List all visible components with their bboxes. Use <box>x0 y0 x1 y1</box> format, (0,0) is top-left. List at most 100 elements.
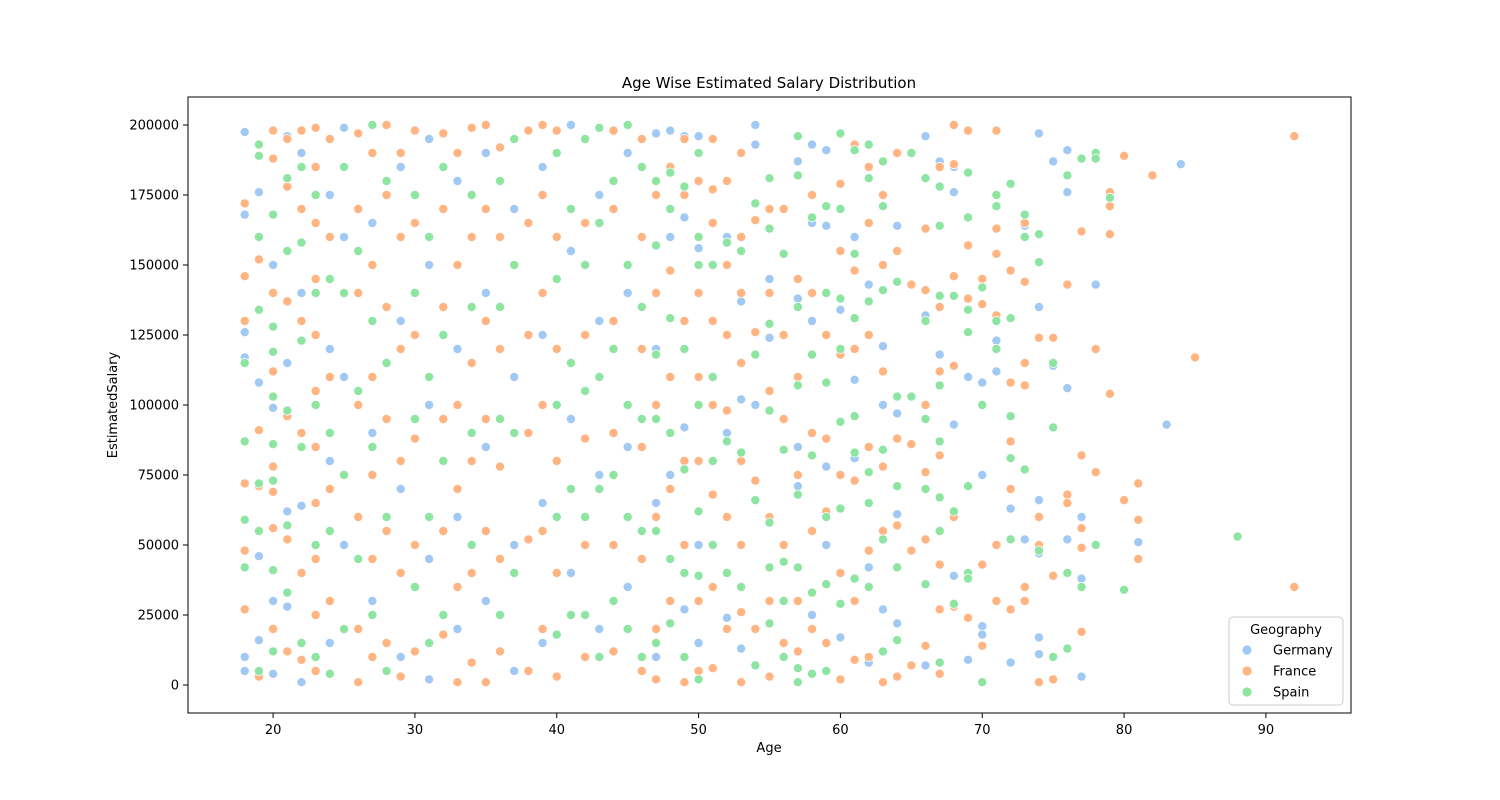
point-france <box>381 638 392 649</box>
point-germany <box>1175 159 1186 170</box>
point-france <box>452 147 463 158</box>
point-france <box>835 469 846 480</box>
point-spain <box>466 301 477 312</box>
point-spain <box>580 610 591 621</box>
point-spain <box>1019 231 1030 242</box>
point-spain <box>580 512 591 523</box>
point-france <box>1289 131 1300 142</box>
point-france <box>1133 514 1144 525</box>
point-france <box>1019 357 1030 368</box>
point-germany <box>339 540 350 551</box>
point-france <box>821 433 832 444</box>
point-france <box>310 385 321 396</box>
point-spain <box>665 167 676 178</box>
point-germany <box>977 621 988 632</box>
point-germany <box>750 399 761 410</box>
point-spain <box>792 170 803 181</box>
point-germany <box>324 343 335 354</box>
point-spain <box>1005 411 1016 422</box>
point-france <box>324 133 335 144</box>
point-germany <box>296 287 307 298</box>
point-spain <box>1090 540 1101 551</box>
point-spain <box>750 198 761 209</box>
y-tick-label: 150000 <box>129 259 179 274</box>
point-germany <box>651 497 662 508</box>
point-germany <box>1090 279 1101 290</box>
point-france <box>764 671 775 682</box>
point-france <box>792 273 803 284</box>
point-germany <box>424 399 435 410</box>
point-france <box>863 217 874 228</box>
point-spain <box>863 139 874 150</box>
point-spain <box>495 301 506 312</box>
point-germany <box>395 161 406 172</box>
point-france <box>679 540 690 551</box>
point-spain <box>849 573 860 584</box>
point-spain <box>495 175 506 186</box>
point-spain <box>963 327 974 338</box>
point-spain <box>1005 453 1016 464</box>
point-spain <box>807 212 818 223</box>
point-france <box>736 357 747 368</box>
point-france <box>679 315 690 326</box>
point-spain <box>934 380 945 391</box>
point-france <box>1033 512 1044 523</box>
point-france <box>438 203 449 214</box>
point-germany <box>665 231 676 242</box>
point-france <box>310 666 321 677</box>
point-france <box>934 161 945 172</box>
series-germany <box>239 120 1186 688</box>
point-spain <box>693 231 704 242</box>
point-france <box>991 596 1002 607</box>
point-spain <box>721 436 732 447</box>
point-france <box>310 554 321 565</box>
point-spain <box>551 512 562 523</box>
point-germany <box>1033 632 1044 643</box>
point-france <box>721 512 732 523</box>
point-spain <box>963 304 974 315</box>
point-germany <box>750 139 761 150</box>
point-spain <box>381 357 392 368</box>
point-germany <box>367 596 378 607</box>
point-germany <box>792 293 803 304</box>
point-germany <box>296 500 307 511</box>
point-france <box>877 461 888 472</box>
point-spain <box>948 598 959 609</box>
point-spain <box>438 455 449 466</box>
point-france <box>835 568 846 579</box>
point-france <box>1076 226 1087 237</box>
point-france <box>1019 217 1030 228</box>
point-germany <box>963 654 974 665</box>
point-germany <box>821 220 832 231</box>
point-germany <box>977 629 988 640</box>
point-germany <box>622 582 633 593</box>
point-france <box>807 526 818 537</box>
point-germany <box>268 259 279 270</box>
point-spain <box>693 674 704 685</box>
point-france <box>679 189 690 200</box>
point-spain <box>934 657 945 668</box>
point-germany <box>424 259 435 270</box>
x-tick-label: 30 <box>407 723 424 738</box>
point-france <box>750 327 761 338</box>
point-france <box>863 441 874 452</box>
point-germany <box>594 624 605 635</box>
point-france <box>438 526 449 537</box>
point-spain <box>268 475 279 486</box>
point-france <box>253 254 264 265</box>
point-spain <box>736 447 747 458</box>
point-france <box>892 433 903 444</box>
point-france <box>310 610 321 621</box>
x-tick-label: 70 <box>974 723 991 738</box>
point-france <box>892 245 903 256</box>
legend-marker-germany <box>1241 644 1253 656</box>
point-france <box>906 439 917 450</box>
point-spain <box>310 540 321 551</box>
point-france <box>707 184 718 195</box>
point-france <box>934 301 945 312</box>
point-france <box>495 343 506 354</box>
point-france <box>778 413 789 424</box>
point-germany <box>296 677 307 688</box>
point-germany <box>452 512 463 523</box>
point-spain <box>920 483 931 494</box>
